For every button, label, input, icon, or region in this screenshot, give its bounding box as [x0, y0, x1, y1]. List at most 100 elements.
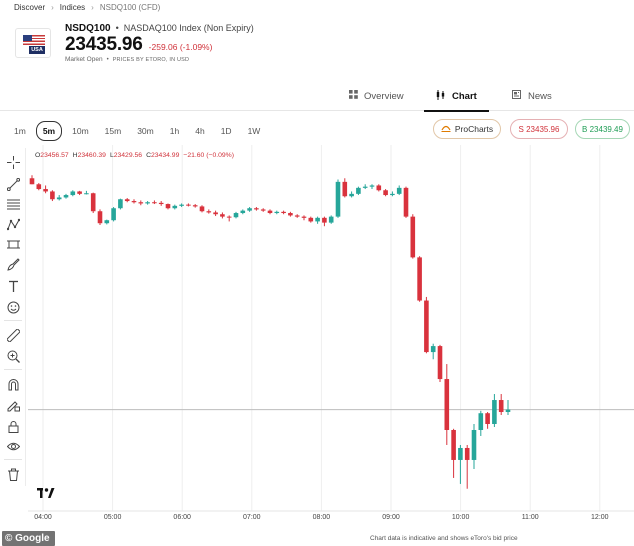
candle-body: [403, 187, 409, 217]
candle-body: [56, 197, 62, 200]
magnet-icon[interactable]: [5, 376, 21, 392]
tab-overview-label: Overview: [364, 90, 404, 102]
lock-drawing-icon[interactable]: [5, 397, 21, 413]
emoji-icon[interactable]: [5, 299, 21, 315]
market-status-text: Market Open: [65, 56, 103, 63]
drawing-toolbar: [0, 148, 26, 486]
tab-news[interactable]: News: [512, 81, 552, 111]
candle-body: [342, 181, 348, 197]
candle-body: [328, 216, 334, 223]
trend-line-icon[interactable]: [5, 176, 21, 192]
fib-icon[interactable]: [5, 196, 21, 212]
tab-overview[interactable]: Overview: [349, 81, 404, 111]
x-tick-label: 12:00: [591, 514, 609, 521]
candle-body: [29, 178, 35, 185]
eye-icon[interactable]: [5, 438, 21, 454]
ohlc-open: O23456.57: [35, 152, 69, 159]
timeframe-1d[interactable]: 1D: [220, 126, 232, 136]
zoom-in-icon[interactable]: [5, 348, 21, 364]
candle-body: [322, 217, 327, 223]
candle-body: [390, 193, 395, 196]
breadcrumb-current: NSDQ100 (CFD): [99, 3, 161, 12]
candle-body: [430, 346, 436, 353]
candlestick-icon: [436, 89, 446, 103]
sell-button[interactable]: S 23435.96: [510, 119, 568, 139]
pattern-icon[interactable]: [5, 216, 21, 232]
candle-body: [505, 409, 511, 413]
instrument-symbol: NSDQ100: [65, 23, 111, 34]
timeframe-1m[interactable]: 1m: [14, 126, 26, 136]
trash-icon[interactable]: [5, 466, 21, 482]
ohlc-low: L23429.56: [109, 152, 143, 159]
candle-body: [281, 211, 286, 214]
instrument-separator: •: [115, 23, 119, 33]
prices-by-text: PRICES BY ETORO, IN USD: [112, 56, 190, 63]
ohlc-legend: O23456.57 H23460.39 L23429.56 C23434.99 …: [35, 152, 234, 159]
candle-body: [233, 213, 239, 218]
timeframe-30m[interactable]: 30m: [137, 126, 154, 136]
candle-body: [301, 216, 307, 218]
flag-label: USA: [29, 46, 45, 54]
candle-body: [362, 186, 368, 188]
candle-body: [152, 202, 157, 204]
lock-icon[interactable]: [5, 418, 21, 434]
breadcrumb-discover[interactable]: Discover: [14, 3, 46, 12]
candle-body: [111, 208, 116, 221]
crosshair-icon[interactable]: [5, 154, 21, 170]
breadcrumb-indices[interactable]: Indices: [59, 3, 86, 12]
x-tick-label: 10:00: [452, 514, 470, 521]
instrument-price: 23435.96: [65, 34, 143, 55]
candle-body: [206, 211, 212, 213]
candle-body: [138, 202, 144, 204]
candle-body: [118, 199, 123, 209]
candle-body: [485, 413, 490, 425]
projection-icon[interactable]: [5, 236, 21, 252]
ruler-icon[interactable]: [5, 327, 21, 343]
candle-body: [90, 193, 96, 212]
timeframe-10m[interactable]: 10m: [72, 126, 89, 136]
x-tick-label: 09:00: [382, 514, 400, 521]
candle-body: [240, 210, 246, 214]
brush-icon[interactable]: [5, 256, 21, 272]
timeframe-selector: 1m 5m 10m 15m 30m 1h 4h 1D 1W: [8, 121, 270, 141]
candle-body: [349, 193, 354, 197]
candle-body: [131, 201, 137, 203]
news-icon: [512, 90, 522, 102]
timeframe-1w[interactable]: 1W: [247, 126, 261, 136]
candle-body: [498, 400, 504, 413]
timeframe-15m[interactable]: 15m: [104, 126, 122, 136]
candlestick-chart[interactable]: 04:00 05:00 06:00 07:00 08:00 09:00 10:00 11:00…: [0, 145, 634, 531]
text-icon[interactable]: [5, 278, 21, 294]
chart-disclaimer: Chart data is indicative and shows eToro…: [370, 535, 518, 542]
candle-body: [254, 208, 259, 210]
candle-body: [77, 191, 82, 194]
google-logo-icon: © Google: [5, 533, 50, 544]
candle-body: [186, 204, 191, 206]
timeframe-1h[interactable]: 1h: [169, 126, 180, 136]
tab-news-label: News: [528, 90, 552, 102]
candle-body: [50, 191, 55, 200]
candle-body: [383, 190, 388, 196]
buy-button[interactable]: B 23439.49: [575, 119, 630, 139]
procharts-button[interactable]: ProCharts: [433, 119, 501, 139]
x-tick-label: 05:00: [104, 514, 122, 521]
candle-body: [294, 215, 300, 217]
ohlc-close: C23434.99: [146, 152, 180, 159]
candle-body: [84, 193, 89, 195]
candle-body: [43, 189, 48, 192]
procharts-label: ProCharts: [454, 124, 494, 134]
x-tick-label: 06:00: [173, 514, 191, 521]
candle-body: [458, 447, 463, 460]
tab-chart[interactable]: Chart: [424, 81, 489, 112]
timeframe-4h[interactable]: 4h: [195, 126, 205, 136]
candle-body: [260, 209, 266, 211]
candle-body: [288, 213, 293, 216]
timeframe-5m[interactable]: 5m: [35, 121, 63, 141]
candle-body: [410, 216, 416, 258]
tradingview-logo[interactable]: [37, 487, 55, 501]
chevron-right-icon: ›: [51, 3, 54, 12]
candle-body: [36, 184, 42, 190]
us-flag-icon: USA: [15, 28, 51, 58]
candle-body: [274, 211, 280, 214]
chart-area[interactable]: 04:00 05:00 06:00 07:00 08:00 09:00 10:00 11:00…: [0, 145, 634, 531]
